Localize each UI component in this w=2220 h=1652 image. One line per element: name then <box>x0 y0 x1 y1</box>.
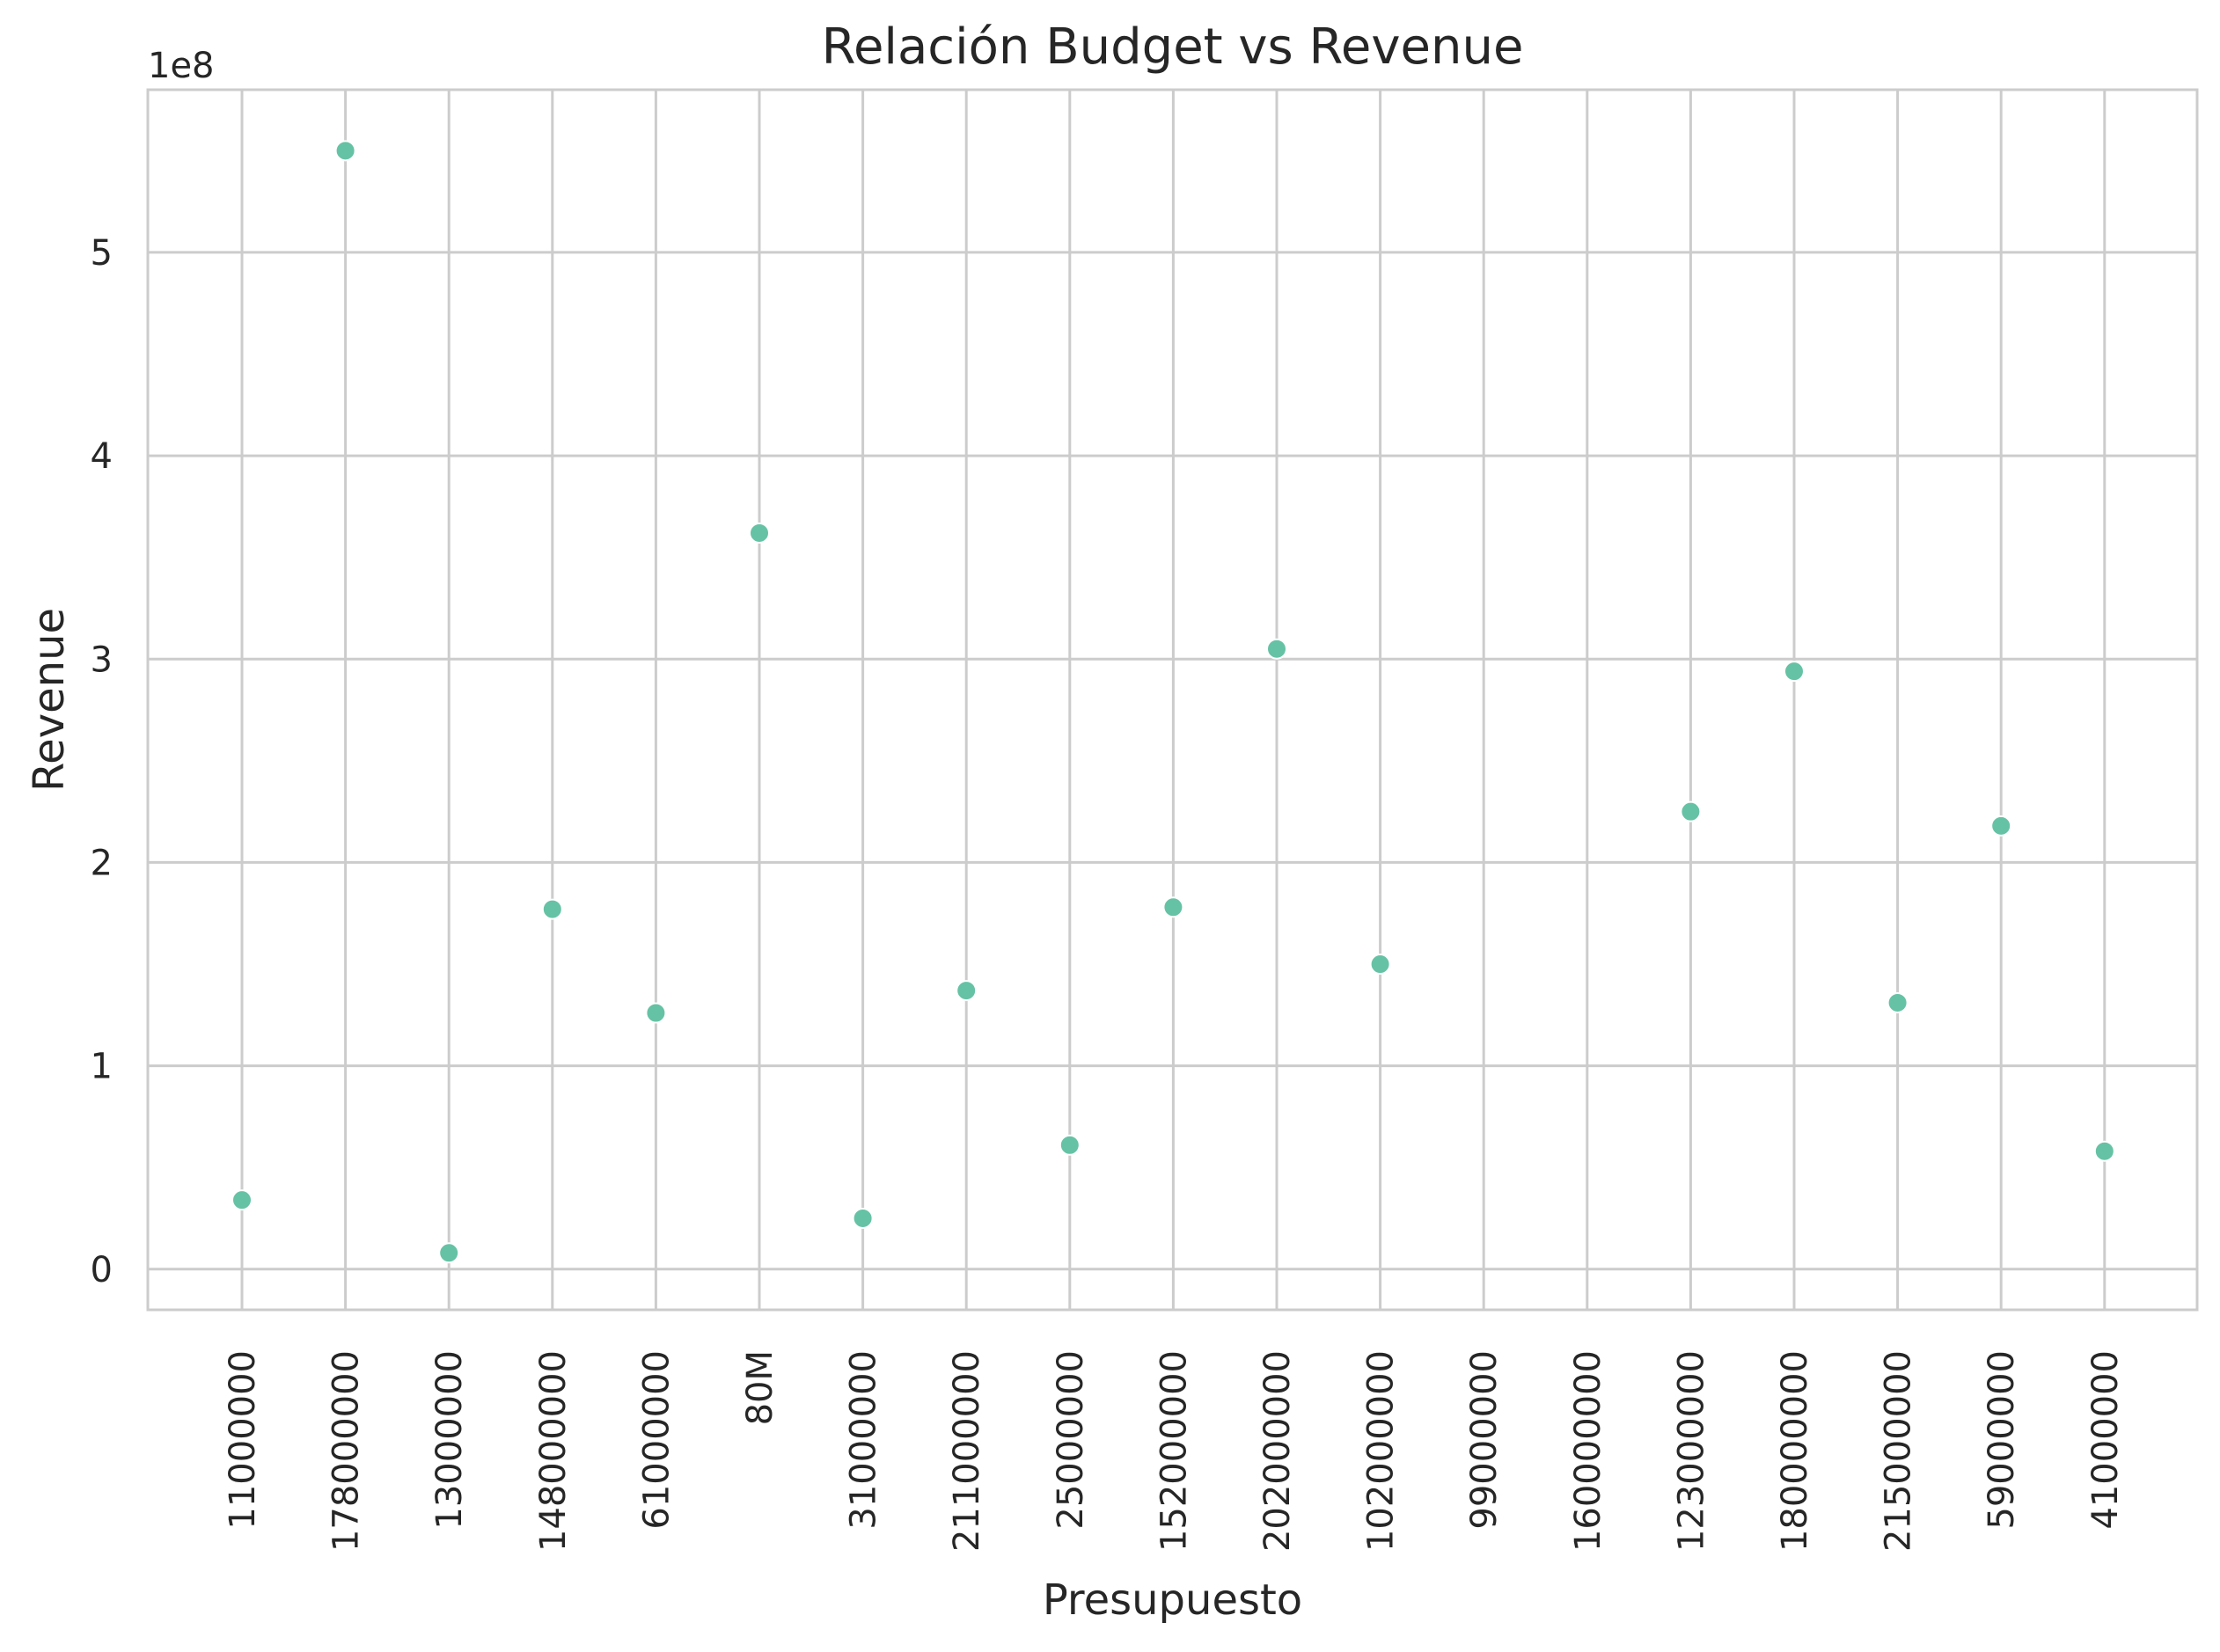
data-point <box>1162 896 1184 918</box>
y-tick-label: 1 <box>91 1047 113 1087</box>
data-point <box>645 1002 667 1024</box>
data-point <box>231 1189 253 1211</box>
x-tick-label: 148000000 <box>533 1350 574 1552</box>
data-point <box>1887 991 1909 1013</box>
x-tick-label: 80M <box>740 1350 780 1425</box>
x-tick-label: 160000000 <box>1568 1350 1608 1552</box>
y-tick-label: 0 <box>91 1250 113 1290</box>
data-point <box>852 1207 874 1229</box>
x-tick-label: 25000000 <box>1051 1350 1091 1530</box>
data-point <box>438 1242 460 1264</box>
x-tick-label: 61000000 <box>636 1350 677 1530</box>
data-point <box>1990 815 2012 837</box>
x-tick-label: 152000000 <box>1154 1350 1194 1552</box>
y-tick-label: 2 <box>91 843 113 883</box>
x-tick-label: 99000000 <box>1464 1350 1505 1530</box>
x-axis-label: Presupuesto <box>1043 1575 1302 1625</box>
data-point <box>1369 954 1391 976</box>
x-tick-label: 215000000 <box>1879 1350 1919 1552</box>
data-point <box>2093 1140 2115 1162</box>
x-tick-label: 202000000 <box>1257 1350 1298 1552</box>
plot-frame <box>146 88 2199 1312</box>
x-tick-label: 59000000 <box>1982 1350 2022 1530</box>
x-tick-label: 102000000 <box>1361 1350 1402 1552</box>
x-tick-label: 13000000 <box>429 1350 470 1530</box>
data-point <box>1266 638 1287 660</box>
data-point <box>1784 661 1805 683</box>
x-tick-label: 31000000 <box>844 1350 884 1530</box>
chart-title: Relación Budget vs Revenue <box>822 18 1524 76</box>
x-tick-label: 11000000 <box>223 1350 263 1530</box>
x-tick-label: 178000000 <box>326 1350 367 1552</box>
x-tick-label: 180000000 <box>1775 1350 1815 1552</box>
x-axis-ticks: 11000000 178000000 13000000 148000000 610000… <box>223 1350 2126 1552</box>
y-tick-label: 3 <box>91 640 113 680</box>
data-point <box>956 980 978 1002</box>
x-tick-label: 41000000 <box>2085 1350 2126 1530</box>
x-tick-label: 123000000 <box>1671 1350 1711 1552</box>
x-tick-label: 211000000 <box>947 1350 987 1552</box>
grid-lines <box>148 90 2197 1310</box>
data-point <box>1680 800 1702 822</box>
y-axis-label: Revenue <box>25 608 74 792</box>
y-tick-label: 4 <box>91 436 113 477</box>
data-point <box>749 522 770 544</box>
y-axis-offset-label: 1e8 <box>148 46 215 86</box>
data-point <box>541 898 563 920</box>
data-points <box>231 140 2115 1264</box>
y-tick-label: 5 <box>91 233 113 274</box>
y-axis-ticks: 0 1 2 3 4 5 <box>91 233 113 1290</box>
data-point <box>1059 1134 1081 1156</box>
data-point <box>334 140 356 162</box>
